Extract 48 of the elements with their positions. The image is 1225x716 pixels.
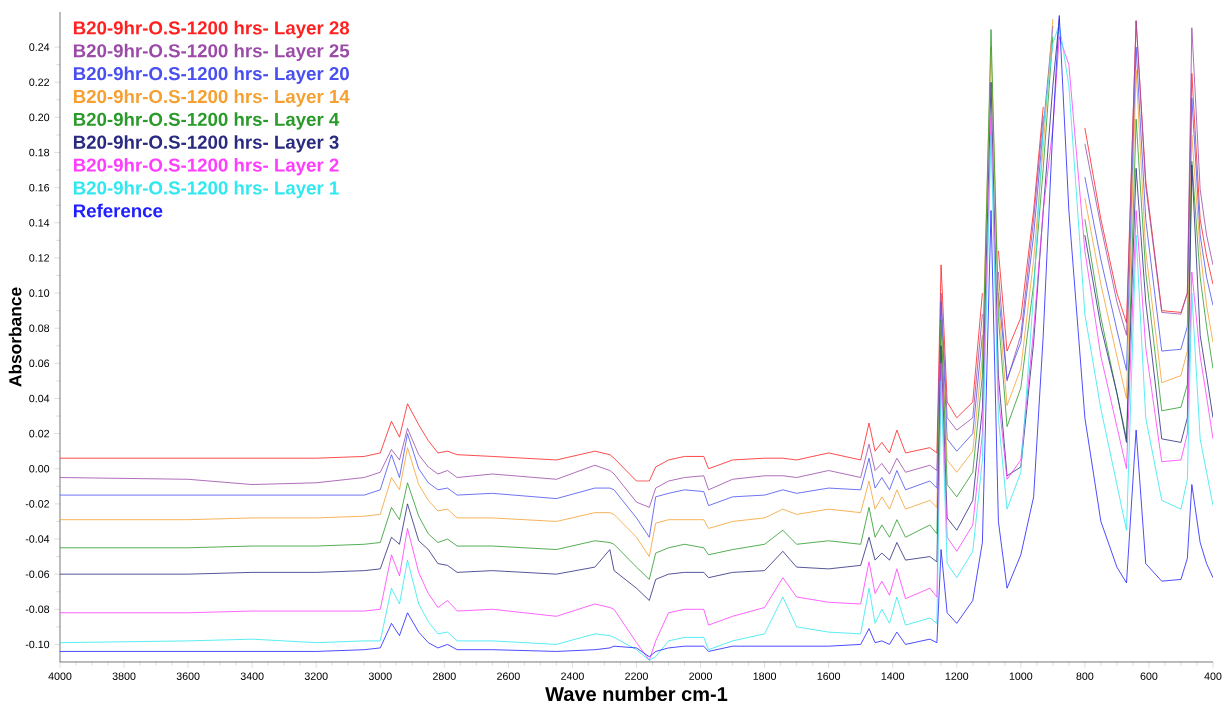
text: B20-9hr-O.S-1200 hrs- Layer 20 <box>73 66 349 84</box>
y-tick-label: 0.00 <box>29 464 50 473</box>
x-tick-label: 3200 <box>304 672 328 680</box>
y-tick-label: -0.10 <box>25 640 50 649</box>
x-tick-label: 2200 <box>625 672 648 680</box>
y-tick-label: 0.18 <box>29 148 50 157</box>
y-tick-label: 0.20 <box>29 113 50 122</box>
y-tick-label: 0.10 <box>29 289 50 297</box>
y-tick-label: -0.06 <box>25 570 50 578</box>
x-tick-label: 2400 <box>561 672 584 680</box>
y-tick-label: 0.02 <box>29 429 50 438</box>
x-tick-label: 1600 <box>817 672 841 680</box>
y-tick-label: 0.12 <box>29 254 50 262</box>
text: B20-9hr-O.S-1200 hrs- Layer 1 <box>73 180 339 199</box>
text: B20-9hr-O.S-1200 hrs- Layer 3 <box>73 135 339 153</box>
x-tick-label: 1200 <box>945 672 969 680</box>
x-tick-label: 3800 <box>112 672 136 680</box>
y-tick-label: 0.24 <box>29 43 50 51</box>
x-tick-label: 400 <box>1204 672 1222 680</box>
x-tick-label: 3600 <box>176 672 200 680</box>
x-tick-label: 2600 <box>497 672 520 680</box>
y-tick-label: -0.02 <box>25 500 50 508</box>
y-tick-label: -0.04 <box>25 535 50 543</box>
x-tick-label: 3400 <box>240 672 264 680</box>
text: B20-9hr-O.S-1200 hrs- Layer 25 <box>73 43 350 62</box>
y-tick-label: 0.14 <box>29 219 50 227</box>
x-axis-title: Wave number cm-1 <box>545 686 728 702</box>
text: B20-9hr-O.S-1200 hrs- Layer 4 <box>73 112 340 130</box>
x-tick-label: 3000 <box>368 672 392 680</box>
x-tick-label: 1400 <box>881 672 905 680</box>
x-tick-label: 800 <box>1076 672 1094 680</box>
x-tick-label: 1000 <box>1009 672 1033 680</box>
x-tick-label: 2800 <box>433 672 456 680</box>
y-axis-title: Absorbance <box>8 287 22 387</box>
x-tick-label: 1800 <box>753 672 777 680</box>
y-tick-label: 0.16 <box>29 183 50 192</box>
y-tick-label: 0.04 <box>29 394 50 403</box>
text: B20-9hr-O.S-1200 hrs- Layer 14 <box>73 89 350 107</box>
text: B20-9hr-O.S-1200 hrs- Layer 28 <box>73 20 350 39</box>
text: B20-9hr-O.S-1200 hrs- Layer 2 <box>73 157 339 176</box>
x-tick-label: 600 <box>1140 672 1158 680</box>
y-tick-label: 0.22 <box>29 78 50 87</box>
y-tick-label: 0.08 <box>29 324 50 332</box>
text: Reference <box>73 203 163 218</box>
y-tick-label: 0.06 <box>29 359 50 368</box>
y-tick-label: -0.08 <box>25 605 50 614</box>
x-tick-label: 2000 <box>689 672 712 680</box>
x-tick-label: 4000 <box>48 672 72 680</box>
